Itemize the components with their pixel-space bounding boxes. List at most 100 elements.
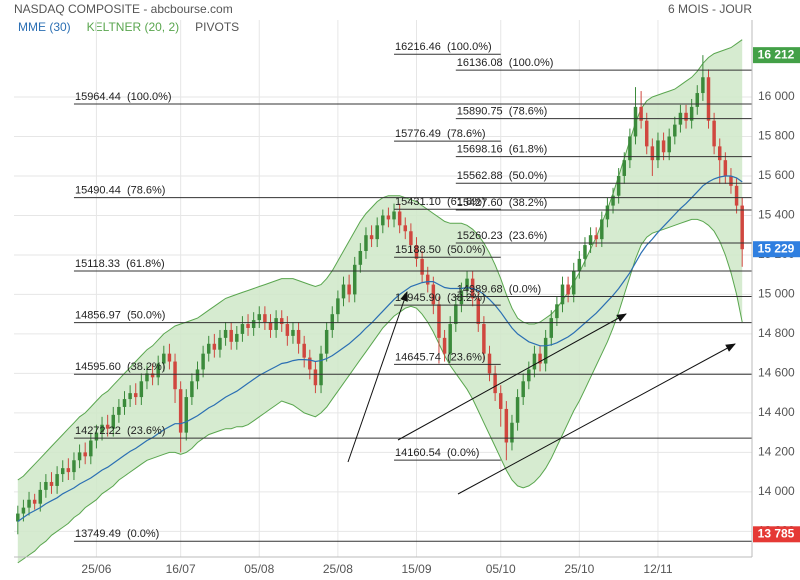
candle-body [521,381,525,398]
candle-body [431,284,436,305]
legend: MME (30) KELTNER (20, 2) PIVOTS [18,20,239,34]
pivot-label: 14645.74 (23.6%) [395,351,486,363]
pivot-label: 14989.68 (0.0%) [457,283,541,295]
candle-body [156,363,160,378]
candle-body [268,322,273,330]
candle-body [308,357,312,370]
candle-body [296,329,301,344]
candle-body [55,474,59,486]
candle-body [611,195,615,206]
candle-body [167,353,172,362]
candle-body [717,146,722,161]
candle-body [504,408,509,443]
price-badge [753,241,800,258]
candle-body [459,290,464,305]
candle-body [532,353,537,370]
price-badge [753,47,800,64]
candle-body [510,422,514,443]
candle-body [184,397,189,433]
candle-body [100,424,104,433]
candle-body [482,324,486,354]
candle-body [240,324,245,334]
candle-body [684,112,688,121]
pivot-label: 14945.90 (38.2%) [395,292,486,304]
x-tick-label: 25/10 [564,562,594,576]
candle-body [656,140,660,161]
candle-body [223,329,228,338]
candle-body [319,353,323,386]
keltner-fill [17,39,743,563]
candle-body [229,329,233,342]
candle-body [476,298,481,325]
pivot-label: 15890.75 (78.6%) [457,105,548,117]
candle-body [577,258,582,271]
candle-body [689,106,694,121]
candle-body [695,93,700,107]
pivot-label: 15427.60 (38.2%) [457,197,548,209]
candle-body [594,235,598,240]
candle-body [588,235,593,246]
legend-entry: KELTNER (20, 2) [87,20,179,34]
candle-body [661,140,666,153]
pivot-label: 15698.16 (61.8%) [457,143,548,155]
candle-body [549,318,554,338]
candle-body [324,329,329,354]
candle-body [32,499,37,504]
arrow [457,343,736,495]
candle-body [364,235,368,251]
candle-body [706,77,711,121]
y-tick-label: 16 000 [758,89,795,103]
candle-body [21,507,26,514]
y-tick-label: 14 200 [758,445,795,459]
candle-body [128,393,132,400]
x-tick-label: 25/08 [323,562,353,576]
candle-body [105,424,110,429]
candle-body [279,318,284,325]
candle-body [729,175,733,186]
chart-title: NASDAQ COMPOSITE - abcbourse.com [14,2,233,16]
candle-body [89,440,93,457]
candle-body [178,389,183,433]
candle-body [72,460,76,473]
y-tick-label: 15 800 [758,129,795,143]
chart-subtitle: 6 MOIS - JOUR [668,2,752,16]
candle-body [409,231,413,246]
pivot-label: 15188.50 (50.0%) [395,244,486,256]
candle-body [49,481,54,486]
candle-body [347,284,351,295]
candle-body [117,406,121,415]
candle-body [515,397,520,423]
candle-body [133,393,138,398]
keltner-band [17,39,743,564]
x-tick-label: 05/10 [486,562,516,576]
x-tick-label: 12/11 [643,562,672,576]
candles [16,55,744,535]
candle-body [341,284,346,299]
candle-body [257,314,262,321]
pivot-label: 14272.22 (23.6%) [75,425,166,437]
legend-entry: MME (30) [18,20,71,34]
x-tick-label: 25/06 [81,562,111,576]
candle-body [66,468,71,473]
candle-body [111,414,116,429]
candle-body [437,304,441,338]
pivot-label: 14595.60 (38.2%) [75,361,166,373]
price-badge-label: 15 229 [758,241,795,255]
candle-body [622,160,627,176]
pivot-label: 15562.88 (50.0%) [457,170,548,182]
lines [17,175,743,522]
pivot-label: 15964.44 (100.0%) [75,91,172,103]
candle-body [498,393,503,409]
pivot-label: 16136.08 (100.0%) [457,57,554,69]
candle-body [397,211,402,226]
candle-body [44,481,48,490]
candle-body [27,499,31,508]
y-tick-label: 14 000 [758,484,795,498]
candle-body [701,77,705,94]
pivot-label: 15776.49 (78.6%) [395,128,486,140]
keltner-upper [17,39,743,481]
candle-body [566,284,570,295]
price-badge [753,526,800,543]
candle-body [555,304,559,319]
